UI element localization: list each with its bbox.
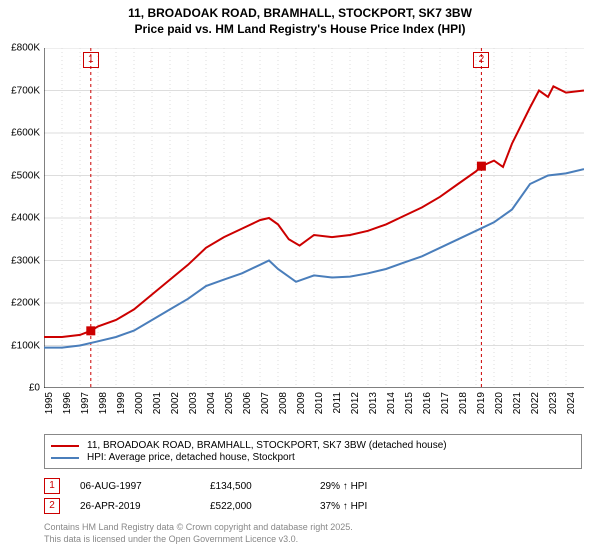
x-tick-label: 2014 [386, 392, 397, 414]
x-tick-label: 2012 [350, 392, 361, 414]
y-tick-label: £200K [0, 298, 40, 309]
x-tick-label: 2016 [422, 392, 433, 414]
x-tick-label: 2008 [278, 392, 289, 414]
table-row: 2 26-APR-2019 £522,000 37% ↑ HPI [44, 496, 582, 516]
x-tick-label: 2000 [134, 392, 145, 414]
sale-price: £522,000 [210, 501, 320, 512]
x-tick-label: 2005 [224, 392, 235, 414]
sale-date: 26-APR-2019 [80, 501, 210, 512]
x-tick-label: 2015 [404, 392, 415, 414]
x-tick-label: 2022 [530, 392, 541, 414]
y-axis-labels: £0£100K£200K£300K£400K£500K£600K£700K£80… [0, 48, 42, 388]
x-tick-label: 1998 [98, 392, 109, 414]
chart-container: 11, BROADOAK ROAD, BRAMHALL, STOCKPORT, … [0, 0, 600, 560]
sale-marker-label: 1 [83, 52, 99, 68]
sale-hpi: 29% ↑ HPI [320, 481, 430, 492]
x-tick-label: 2003 [188, 392, 199, 414]
footnote: Contains HM Land Registry data © Crown c… [44, 522, 353, 545]
x-tick-label: 1995 [44, 392, 55, 414]
y-tick-label: £500K [0, 170, 40, 181]
legend: 11, BROADOAK ROAD, BRAMHALL, STOCKPORT, … [44, 434, 582, 469]
title-line1: 11, BROADOAK ROAD, BRAMHALL, STOCKPORT, … [0, 6, 600, 22]
legend-row: 11, BROADOAK ROAD, BRAMHALL, STOCKPORT, … [51, 440, 575, 451]
y-tick-label: £300K [0, 255, 40, 266]
sale-marker-icon: 2 [44, 498, 60, 514]
y-tick-label: £700K [0, 85, 40, 96]
x-tick-label: 1997 [80, 392, 91, 414]
plot-area [44, 48, 584, 388]
y-tick-label: £100K [0, 340, 40, 351]
sale-marker-label: 2 [473, 52, 489, 68]
x-tick-label: 2006 [242, 392, 253, 414]
sale-marker-icon: 1 [44, 478, 60, 494]
x-tick-label: 2009 [296, 392, 307, 414]
x-tick-label: 2020 [494, 392, 505, 414]
x-tick-label: 2004 [206, 392, 217, 414]
y-tick-label: £800K [0, 43, 40, 54]
legend-swatch-2 [51, 457, 79, 459]
x-tick-label: 2023 [548, 392, 559, 414]
sale-price: £134,500 [210, 481, 320, 492]
table-row: 1 06-AUG-1997 £134,500 29% ↑ HPI [44, 476, 582, 496]
chart-title: 11, BROADOAK ROAD, BRAMHALL, STOCKPORT, … [0, 0, 600, 37]
x-tick-label: 2021 [512, 392, 523, 414]
x-tick-label: 2007 [260, 392, 271, 414]
legend-label-1: 11, BROADOAK ROAD, BRAMHALL, STOCKPORT, … [87, 440, 447, 451]
x-tick-label: 1996 [62, 392, 73, 414]
sale-date: 06-AUG-1997 [80, 481, 210, 492]
x-tick-label: 2010 [314, 392, 325, 414]
legend-swatch-1 [51, 445, 79, 447]
footnote-line1: Contains HM Land Registry data © Crown c… [44, 522, 353, 534]
x-axis-labels: 1995 1996 1997 1998 1999 2000 2001 2002 2003 2004… [44, 390, 584, 432]
x-tick-label: 2017 [440, 392, 451, 414]
title-line2: Price paid vs. HM Land Registry's House … [0, 22, 600, 38]
y-tick-label: £0 [0, 383, 40, 394]
legend-label-2: HPI: Average price, detached house, Stoc… [87, 452, 295, 463]
x-tick-label: 2024 [566, 392, 577, 414]
x-tick-label: 2019 [476, 392, 487, 414]
x-tick-label: 2001 [152, 392, 163, 414]
x-tick-label: 2002 [170, 392, 181, 414]
x-tick-label: 2013 [368, 392, 379, 414]
legend-row: HPI: Average price, detached house, Stoc… [51, 452, 575, 463]
sales-table: 1 06-AUG-1997 £134,500 29% ↑ HPI 2 26-AP… [44, 476, 582, 516]
x-tick-label: 2011 [332, 392, 343, 414]
x-tick-label: 2018 [458, 392, 469, 414]
x-tick-label: 1999 [116, 392, 127, 414]
y-tick-label: £400K [0, 213, 40, 224]
sale-hpi: 37% ↑ HPI [320, 501, 430, 512]
footnote-line2: This data is licensed under the Open Gov… [44, 534, 353, 546]
chart-svg [44, 48, 584, 388]
y-tick-label: £600K [0, 128, 40, 139]
